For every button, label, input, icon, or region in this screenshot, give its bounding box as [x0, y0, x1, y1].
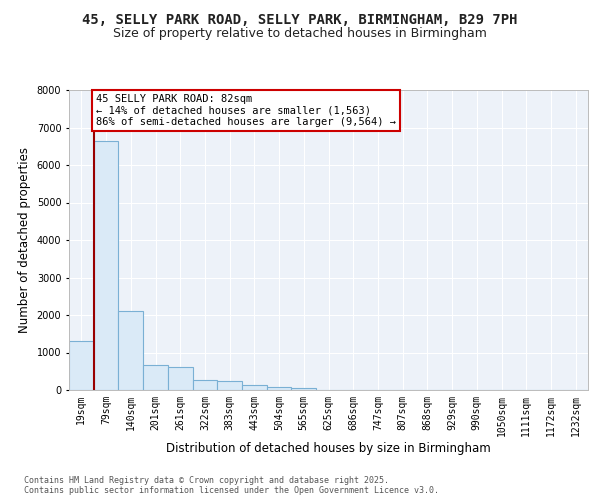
X-axis label: Distribution of detached houses by size in Birmingham: Distribution of detached houses by size …	[166, 442, 491, 454]
Text: 45 SELLY PARK ROAD: 82sqm
← 14% of detached houses are smaller (1,563)
86% of se: 45 SELLY PARK ROAD: 82sqm ← 14% of detac…	[96, 94, 396, 127]
Text: Size of property relative to detached houses in Birmingham: Size of property relative to detached ho…	[113, 28, 487, 40]
Bar	[94, 140, 118, 390]
Bar	[168, 367, 193, 390]
Bar	[69, 341, 94, 390]
Bar	[193, 380, 217, 390]
Bar	[242, 385, 267, 390]
Bar	[118, 311, 143, 390]
Bar	[267, 386, 292, 390]
Text: 45, SELLY PARK ROAD, SELLY PARK, BIRMINGHAM, B29 7PH: 45, SELLY PARK ROAD, SELLY PARK, BIRMING…	[82, 12, 518, 26]
Y-axis label: Number of detached properties: Number of detached properties	[18, 147, 31, 333]
Bar	[292, 388, 316, 390]
Bar	[217, 380, 242, 390]
Bar	[143, 365, 168, 390]
Text: Contains HM Land Registry data © Crown copyright and database right 2025.
Contai: Contains HM Land Registry data © Crown c…	[24, 476, 439, 495]
